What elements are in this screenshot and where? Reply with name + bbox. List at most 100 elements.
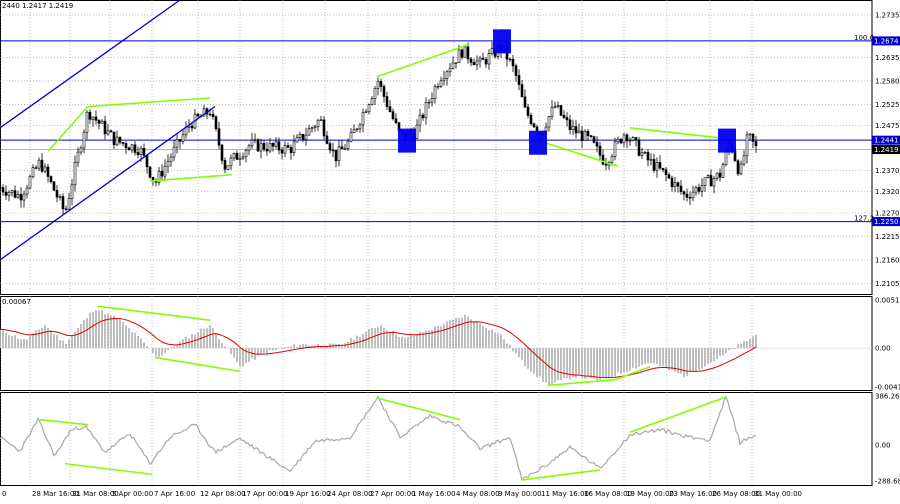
macd-bar xyxy=(410,335,412,348)
candle-body xyxy=(44,167,46,171)
candle-body xyxy=(464,47,466,57)
candle-body xyxy=(584,131,586,140)
candle-body xyxy=(77,152,79,163)
candle-body xyxy=(89,112,91,119)
macd-bar xyxy=(65,344,67,348)
candle-body xyxy=(707,175,709,177)
candle-body xyxy=(440,81,442,87)
price-tick-label: 1.2270 xyxy=(875,210,900,218)
candle-body xyxy=(554,107,556,108)
candle-body xyxy=(563,115,565,117)
candle-body xyxy=(692,192,694,198)
x-tick-label: 27 Apr 00:00 xyxy=(370,490,416,498)
macd-bar xyxy=(119,319,121,348)
signal-marker xyxy=(718,129,736,153)
macd-bar xyxy=(242,348,244,366)
candle-body xyxy=(437,86,439,87)
macd-bar xyxy=(272,348,274,350)
oscillator-divergence-line xyxy=(378,398,460,419)
macd-bar xyxy=(224,346,226,348)
candle-body xyxy=(389,107,391,112)
macd-bar xyxy=(92,312,94,348)
macd-bar xyxy=(20,340,22,349)
macd-bar xyxy=(239,348,241,367)
macd-bar xyxy=(518,348,520,357)
candle-body xyxy=(623,135,625,143)
candle-body xyxy=(611,156,613,162)
price-tick-label: 1.2580 xyxy=(875,77,900,85)
candle-body xyxy=(182,135,184,142)
macd-bar xyxy=(575,348,577,378)
macd-bar xyxy=(158,348,160,357)
macd-bar xyxy=(512,348,514,351)
macd-bar xyxy=(56,335,58,348)
x-tick-label: 31 May 00:00 xyxy=(754,490,802,498)
candle-body xyxy=(722,165,724,178)
oscillator-divergence-line xyxy=(65,464,152,475)
candle-body xyxy=(488,54,490,64)
candle-body xyxy=(215,117,217,129)
candle-body xyxy=(581,131,583,141)
candle-body xyxy=(137,152,139,154)
candle-body xyxy=(287,145,289,147)
candle-body xyxy=(455,63,457,64)
candle-body xyxy=(128,148,130,150)
macd-bar xyxy=(269,348,271,350)
candle-body xyxy=(752,134,754,141)
price-tick-label: 1.2525 xyxy=(875,101,900,109)
candle-body xyxy=(278,142,280,150)
level-price-label: 1.2250 xyxy=(874,218,899,226)
macd-bar xyxy=(284,347,286,348)
candle-body xyxy=(665,170,667,175)
macd-bar xyxy=(542,348,544,382)
macd-bar xyxy=(590,348,592,378)
candle-body xyxy=(467,47,469,59)
candle-body xyxy=(323,120,325,136)
macd-bar xyxy=(497,333,499,348)
macd-bar xyxy=(290,346,292,348)
candle-body xyxy=(266,149,268,151)
x-tick-label: 26 May 08:00 xyxy=(712,490,760,498)
macd-bar xyxy=(32,333,34,348)
candle-body xyxy=(380,81,382,86)
macd-bar xyxy=(620,348,622,374)
macd-bar xyxy=(374,328,376,348)
macd-bar xyxy=(449,320,451,348)
candle-body xyxy=(41,160,43,171)
macd-bar xyxy=(659,348,661,366)
price-tick-label: 1.2475 xyxy=(875,122,900,130)
macd-bar xyxy=(248,348,250,362)
candle-body xyxy=(164,166,166,176)
macd-bar xyxy=(470,319,472,348)
macd-bar xyxy=(302,344,304,348)
macd-bar xyxy=(137,336,139,348)
macd-bar xyxy=(398,337,400,348)
macd-bar xyxy=(77,328,79,348)
candle-body xyxy=(686,194,688,197)
macd-bar xyxy=(344,343,346,348)
macd-bar xyxy=(455,318,457,348)
candle-body xyxy=(602,155,604,164)
candle-body xyxy=(359,125,361,129)
level-price-label: 1.2441 xyxy=(874,137,899,145)
macd-bar xyxy=(131,332,133,348)
candle-body xyxy=(281,150,283,153)
macd-bar xyxy=(635,348,637,369)
macd-bar xyxy=(560,348,562,380)
macd-bar xyxy=(44,325,46,348)
macd-bar xyxy=(101,310,103,348)
macd-bar xyxy=(599,348,601,380)
candle-body xyxy=(317,120,319,126)
macd-bar xyxy=(554,348,556,383)
divergence-line xyxy=(630,128,725,139)
candle-body xyxy=(38,160,40,168)
macd-bar xyxy=(35,330,37,348)
oscillator-divergence-line xyxy=(522,470,600,480)
macd-bar xyxy=(188,338,190,348)
candle-body xyxy=(419,115,421,125)
macd-bar xyxy=(161,348,163,356)
macd-bar xyxy=(506,344,508,348)
candle-body xyxy=(518,75,520,84)
candle-body xyxy=(551,107,553,116)
